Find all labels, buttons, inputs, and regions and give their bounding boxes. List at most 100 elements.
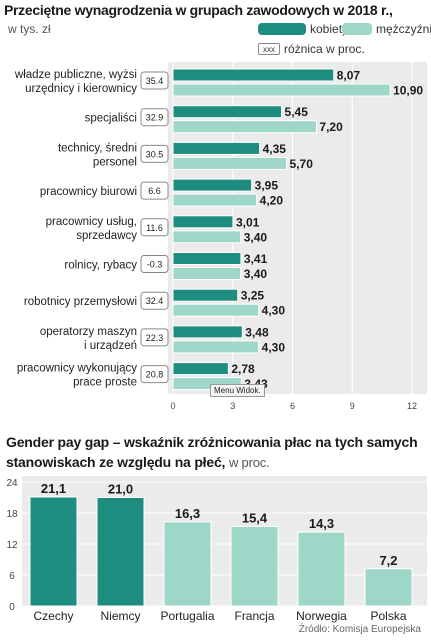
value-label: 7,2: [379, 553, 397, 568]
value-label: 21,1: [41, 481, 66, 496]
value-label-mezczyzni: 10,90: [393, 84, 423, 98]
chart2-title: Gender pay gap – wskaźnik zróżnicowania …: [6, 434, 418, 470]
chart2-subtitle: w proc.: [228, 455, 270, 470]
value-label-kobiety: 8,07: [337, 69, 361, 83]
y-tick-label: 12: [6, 540, 18, 551]
category-label: robotnicy przemysłowi: [24, 296, 137, 308]
category-label: pracownicy usług,: [46, 216, 137, 228]
value-label-mezczyzni: 4,30: [262, 340, 286, 354]
y-tick-label: 0: [9, 602, 15, 613]
value-label-kobiety: 2,78: [231, 362, 255, 376]
diff-box: [140, 108, 169, 127]
category-label: prace proste: [73, 377, 137, 389]
diff-box: [140, 255, 169, 273]
diff-box: [140, 144, 169, 163]
bar-country: [364, 568, 413, 607]
legend-diff-marker: xxx: [258, 43, 280, 55]
chart2-svg: 0 6 12 18 24 21,1 Czechy 21,0 Niemcy 16,3 Portugal…: [6, 478, 427, 623]
bar-mezczyzni: [172, 267, 242, 280]
diff-box: [140, 365, 169, 384]
value-label-kobiety: 3,48: [245, 325, 269, 339]
category-label: rolnicy, rybacy: [64, 260, 137, 272]
value-label: 14,3: [309, 516, 334, 531]
value-label-mezczyzni: 4,30: [262, 304, 286, 318]
source-note: Źródło: Komisja Europejska: [298, 624, 421, 635]
category-label: urzędnicy i kierownicy: [25, 83, 137, 95]
value-label-kobiety: 3,01: [236, 215, 260, 229]
chart2-title-block: Gender pay gap – wskaźnik zróżnicowania …: [6, 432, 426, 473]
legend-swatch-kobiety: [258, 23, 306, 35]
bar-country: [96, 497, 145, 607]
legend-mezczyzni: mężczyźni: [342, 22, 431, 36]
value-label-mezczyzni: 5,70: [290, 157, 314, 171]
category-label: specjaliści: [85, 113, 137, 125]
x-tick-label: 3: [230, 401, 235, 411]
category-label: sprzedawcy: [76, 230, 137, 242]
value-label-kobiety: 3,25: [241, 289, 265, 303]
category-label: Niemcy: [100, 609, 140, 623]
bar-mezczyzni: [172, 340, 260, 354]
value-label: 16,3: [175, 506, 200, 521]
bar-kobiety: [172, 362, 229, 376]
diff-value: 32.9: [146, 113, 164, 123]
diff-value: 32.4: [146, 296, 164, 306]
bar-kobiety: [172, 68, 335, 82]
chart2-plot-background: [22, 476, 427, 606]
diff-value: 20.8: [146, 370, 164, 380]
diff-box: [140, 291, 169, 310]
category-label: personel: [93, 156, 137, 168]
legend-label-mezczyzni: mężczyźni: [376, 22, 431, 36]
diff-value: 35.4: [146, 76, 164, 86]
bar-kobiety: [172, 141, 261, 155]
bar-country: [297, 531, 346, 607]
bar-kobiety: [172, 215, 234, 229]
x-tick-label: 12: [407, 401, 417, 411]
category-label: Francja: [234, 609, 274, 623]
bar-kobiety: [172, 288, 239, 302]
value-label-mezczyzni: 4,20: [260, 194, 284, 208]
category-label: Czechy: [33, 609, 73, 623]
category-label: operatorzy maszyn: [40, 326, 137, 338]
value-label-mezczyzni: 3,40: [244, 230, 268, 244]
category-label: i urządzeń: [84, 340, 137, 352]
bar-mezczyzni: [172, 156, 288, 170]
bar-mezczyzni: [172, 303, 260, 317]
value-label: 15,4: [242, 510, 268, 525]
chart1-title: Przeciętne wynagrodzenia w grupach zawod…: [4, 2, 393, 18]
bar-kobiety: [172, 178, 253, 192]
value-label-mezczyzni: 3,40: [244, 267, 268, 281]
bar-country: [163, 521, 212, 607]
diff-box: [140, 218, 169, 237]
diff-value: 30.5: [146, 149, 164, 159]
bar-mezczyzni: [172, 193, 258, 207]
category-label: pracownicy biurowi: [40, 186, 137, 198]
legend-label-kobiety: kobiety: [310, 22, 349, 36]
legend-swatch-mezczyzni: [342, 23, 372, 35]
diff-value: 11.6: [146, 223, 163, 233]
category-label: pracownicy wykonujący: [17, 363, 137, 375]
legend-roznica: xxx różnica w proc.: [258, 42, 365, 56]
category-label: technicy, średni: [58, 142, 137, 154]
x-tick-label: 0: [170, 401, 175, 411]
bar-kobiety: [172, 105, 283, 119]
bar-mezczyzni: [172, 120, 317, 134]
value-label-kobiety: 3,95: [255, 179, 279, 193]
category-label: Norwegia: [296, 609, 347, 623]
x-tick-label: 6: [290, 401, 295, 411]
diff-box: [140, 328, 169, 347]
value-label-kobiety: 3,41: [244, 252, 268, 266]
bar-kobiety: [172, 325, 243, 339]
category-label: Polska: [370, 609, 406, 623]
y-tick-label: 24: [6, 478, 18, 489]
diff-box: [140, 181, 169, 200]
chart1-svg: 0 3 6 9 12 władze publiczne, wyżsi urzędnicy i…: [14, 62, 423, 411]
bar-country: [230, 525, 279, 607]
category-label: Portugalia: [160, 609, 214, 623]
legend-kobiety: kobiety: [258, 22, 348, 36]
value-label-kobiety: 5,45: [285, 105, 309, 119]
x-tick-label: 9: [350, 401, 355, 411]
diff-box: [140, 71, 169, 90]
category-label: władze publiczne, wyżsi: [14, 69, 137, 81]
chart1-subtitle: w tys. zł: [8, 22, 51, 36]
value-label-kobiety: 4,35: [263, 142, 287, 156]
